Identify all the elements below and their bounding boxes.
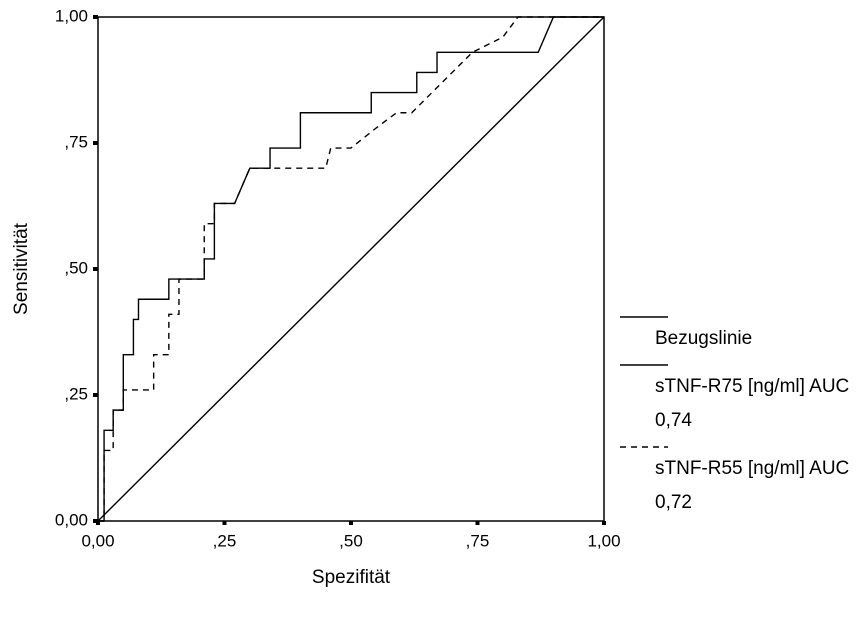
legend: Bezugslinie sTNF-R75 [ng/ml] AUC 0,74 sTNF…: [618, 312, 858, 524]
legend-entry: sTNF-R55 [ng/ml] AUC 0,72: [618, 442, 858, 520]
x-axis-label: Spezifität: [312, 567, 391, 588]
x-tick-label: 1,00: [587, 531, 620, 550]
y-tick-label: ,25: [64, 384, 88, 403]
legend-entry: Bezugslinie: [618, 312, 858, 356]
y-tick-label: 1,00: [55, 6, 88, 25]
legend-label: Bezugslinie: [655, 328, 753, 349]
y-axis-label: Sensitivität: [11, 222, 32, 315]
x-tick-label: ,25: [213, 531, 237, 550]
x-tick-label: ,75: [466, 531, 490, 550]
legend-marker: [620, 446, 668, 448]
legend-marker: [620, 364, 668, 366]
y-tick-label: ,50: [64, 258, 88, 277]
legend-marker: [620, 316, 668, 318]
x-tick-label: 0,00: [81, 531, 114, 550]
roc-line: [98, 16, 604, 522]
y-tick-label: 0,00: [55, 510, 88, 529]
roc-line: [97, 16, 605, 522]
x-tick-label: ,50: [339, 531, 363, 550]
y-tick-label: ,75: [64, 132, 88, 151]
legend-entry: sTNF-R75 [ng/ml] AUC 0,74: [618, 360, 858, 438]
legend-label: sTNF-R55 [ng/ml] AUC 0,72: [655, 458, 850, 513]
legend-label: sTNF-R75 [ng/ml] AUC 0,74: [655, 376, 850, 431]
